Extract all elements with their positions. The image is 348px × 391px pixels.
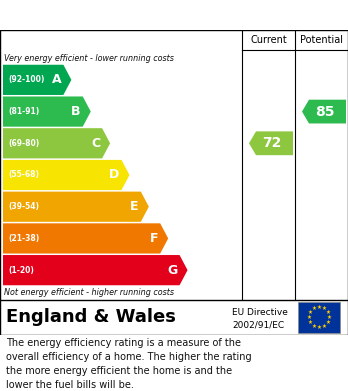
Text: 72: 72: [262, 136, 281, 150]
Text: A: A: [52, 74, 61, 86]
Text: Not energy efficient - higher running costs: Not energy efficient - higher running co…: [4, 288, 174, 297]
Text: Energy Efficiency Rating: Energy Efficiency Rating: [8, 7, 218, 23]
Text: (39-54): (39-54): [8, 202, 39, 211]
Text: England & Wales: England & Wales: [6, 308, 176, 326]
Text: The energy efficiency rating is a measure of the
overall efficiency of a home. T: The energy efficiency rating is a measur…: [6, 338, 252, 390]
Text: ★: ★: [311, 324, 316, 329]
Text: ★: ★: [325, 310, 330, 315]
Text: D: D: [109, 169, 119, 181]
Text: (69-80): (69-80): [8, 139, 39, 148]
Text: Very energy efficient - lower running costs: Very energy efficient - lower running co…: [4, 54, 174, 63]
Text: Current: Current: [250, 35, 287, 45]
Text: ★: ★: [308, 310, 313, 315]
Polygon shape: [3, 97, 91, 127]
Text: C: C: [91, 137, 100, 150]
Polygon shape: [3, 255, 188, 285]
Text: ★: ★: [317, 325, 322, 330]
Text: ★: ★: [325, 320, 330, 325]
Text: Potential: Potential: [300, 35, 343, 45]
Bar: [298, 302, 340, 333]
Polygon shape: [3, 65, 71, 95]
Text: (55-68): (55-68): [8, 170, 39, 179]
Text: E: E: [130, 200, 139, 213]
Text: (81-91): (81-91): [8, 107, 39, 116]
Text: ★: ★: [317, 305, 322, 310]
Text: ★: ★: [322, 306, 326, 311]
Text: 2002/91/EC: 2002/91/EC: [232, 321, 284, 330]
Polygon shape: [249, 131, 293, 155]
Text: EU Directive: EU Directive: [232, 308, 288, 317]
Text: G: G: [167, 264, 177, 277]
Text: ★: ★: [327, 315, 332, 320]
Polygon shape: [3, 128, 110, 158]
Text: ★: ★: [311, 306, 316, 311]
Text: ★: ★: [308, 320, 313, 325]
Text: B: B: [71, 105, 81, 118]
Text: (1-20): (1-20): [8, 265, 34, 274]
Text: (92-100): (92-100): [8, 75, 45, 84]
Text: (21-38): (21-38): [8, 234, 39, 243]
Polygon shape: [3, 160, 129, 190]
Polygon shape: [3, 223, 168, 253]
Text: 85: 85: [315, 104, 334, 118]
Text: ★: ★: [306, 315, 311, 320]
Polygon shape: [3, 192, 149, 222]
Polygon shape: [302, 100, 346, 124]
Text: ★: ★: [322, 324, 326, 329]
Text: F: F: [150, 232, 158, 245]
